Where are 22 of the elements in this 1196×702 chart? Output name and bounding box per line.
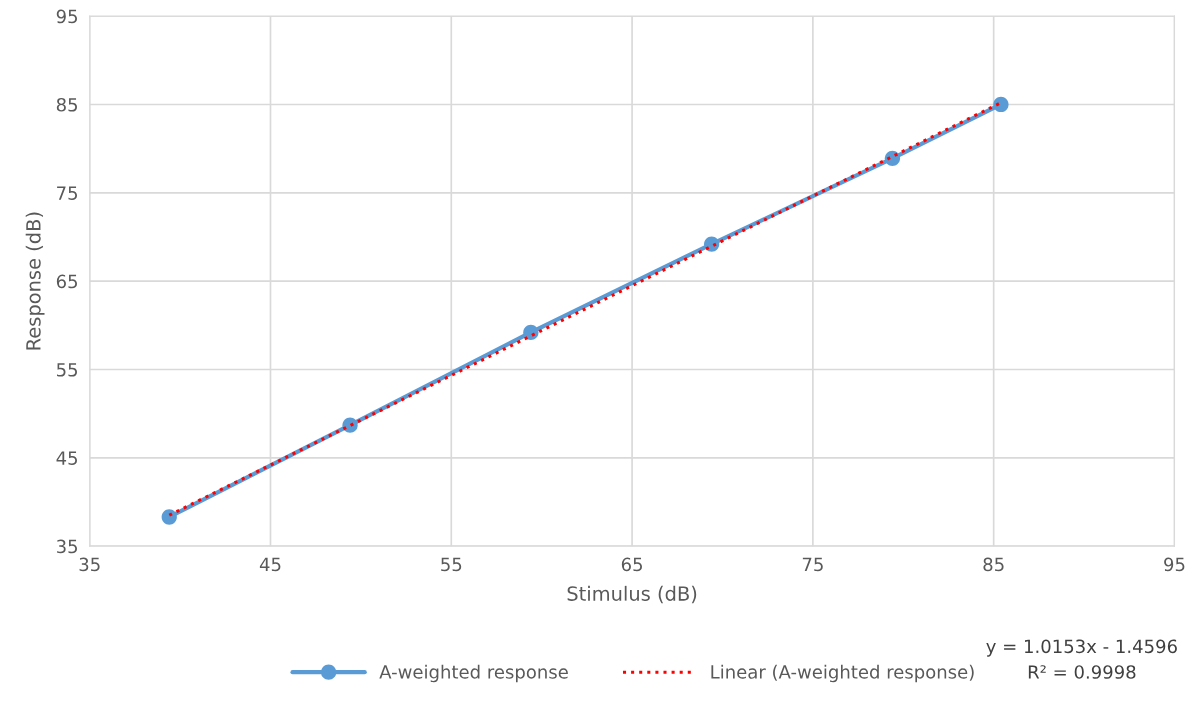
text: y = 1.0153x - 1.4596 R² = 0.9998 — [986, 639, 1177, 679]
x-tick-label: 35 — [79, 557, 100, 572]
y-tick-label: 55 — [57, 363, 78, 377]
y-tick-label: 65 — [56, 274, 78, 289]
x-tick-label: 85 — [983, 557, 1004, 572]
legend-label: A-weighted response — [379, 664, 568, 683]
y-axis-title: Response (dB) — [25, 212, 45, 350]
legend-label: Linear (A-weighted response) — [711, 664, 974, 683]
x-tick-label: 55 — [441, 557, 462, 572]
x-tick-label: 95 — [1164, 557, 1185, 572]
x-tick-label: 75 — [802, 557, 823, 572]
point — [523, 324, 539, 341]
point — [993, 96, 1009, 113]
point — [161, 509, 177, 525]
x-axis-title: Stimulus (dB) — [567, 585, 697, 604]
x-tick-label: 65 — [621, 557, 642, 572]
y-tick-label: 85 — [56, 97, 78, 112]
y-tick-label: 35 — [56, 539, 78, 554]
y-tick-label: 45 — [56, 451, 78, 465]
y-tick-label: 75 — [57, 186, 78, 200]
x-tick-label: 45 — [259, 557, 281, 572]
y-tick-label: 95 — [56, 9, 78, 24]
